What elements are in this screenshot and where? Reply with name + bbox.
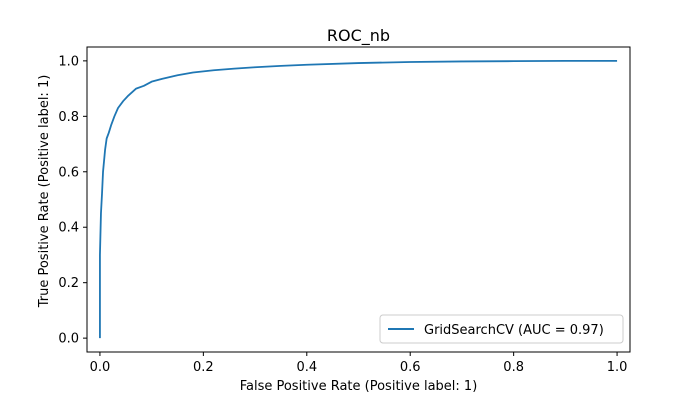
x-tick-label: 0.6	[400, 360, 421, 375]
legend: GridSearchCV (AUC = 0.97)	[379, 314, 624, 344]
x-axis-ticks: 0.0 0.2 0.4 0.6 0.8 1.0	[90, 352, 628, 375]
x-tick-label: 0.0	[90, 360, 111, 375]
plot-frame	[86, 46, 631, 353]
y-tick-label: 0.6	[58, 165, 79, 180]
plot-area	[86, 46, 631, 353]
legend-box	[379, 314, 624, 344]
legend-entry: GridSearchCV (AUC = 0.97)	[424, 323, 604, 338]
x-tick-label: 0.8	[503, 360, 524, 375]
y-tick-label: 0.2	[58, 276, 79, 291]
x-tick-label: 0.4	[296, 360, 317, 375]
x-tick-label: 0.2	[193, 360, 214, 375]
y-tick-label: 0.4	[58, 221, 79, 236]
y-axis-ticks: 0.0 0.2 0.4 0.6 0.8 1.0	[58, 54, 87, 347]
y-tick-label: 0.0	[58, 332, 79, 347]
roc-curve-line	[99, 59, 618, 339]
series-layer	[99, 59, 618, 339]
x-tick-label: 1.0	[607, 360, 628, 375]
y-tick-label: 0.8	[58, 110, 79, 125]
y-axis-label: True Positive Rate (Positive label: 1)	[37, 75, 52, 309]
chart-title: ROC_nb	[327, 26, 390, 46]
x-axis-label: False Positive Rate (Positive label: 1)	[240, 379, 478, 394]
y-tick-label: 1.0	[58, 54, 79, 69]
